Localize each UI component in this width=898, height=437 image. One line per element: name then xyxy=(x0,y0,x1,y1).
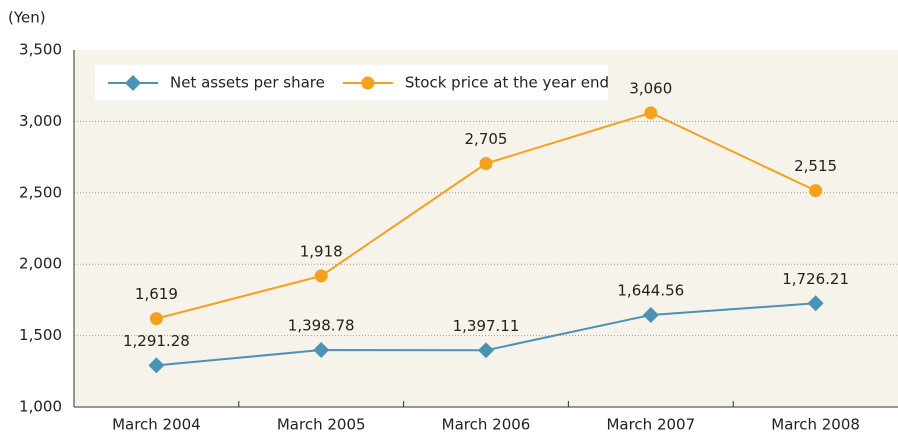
data-label: 3,060 xyxy=(629,79,672,97)
legend-marker xyxy=(361,76,375,90)
data-point xyxy=(644,106,658,120)
data-label: 1,291.28 xyxy=(123,332,190,350)
y-tick-label: 2,500 xyxy=(19,183,62,201)
x-tick-label: March 2008 xyxy=(771,416,860,434)
y-tick-label: 3,000 xyxy=(19,112,62,130)
y-tick-label: 1,500 xyxy=(19,326,62,344)
data-label: 1,398.78 xyxy=(288,317,355,335)
legend-marker xyxy=(125,75,141,91)
legend-label: Net assets per share xyxy=(170,74,325,92)
data-point xyxy=(809,184,823,198)
data-point xyxy=(642,306,659,323)
data-label: 1,644.56 xyxy=(617,281,684,299)
legend-label: Stock price at the year end xyxy=(405,74,609,92)
data-label: 1,726.21 xyxy=(782,270,849,288)
data-point xyxy=(478,342,494,359)
x-tick-label: March 2005 xyxy=(277,416,366,434)
y-axis-label: (Yen) xyxy=(8,9,46,27)
x-tick-label: March 2004 xyxy=(112,416,201,434)
data-point xyxy=(148,357,165,374)
data-point xyxy=(807,295,824,312)
data-label: 1,918 xyxy=(300,242,343,260)
data-label: 1,619 xyxy=(135,285,178,303)
y-tick-label: 1,000 xyxy=(19,398,62,416)
data-label: 2,515 xyxy=(794,157,837,175)
data-label: 2,705 xyxy=(465,130,508,148)
data-point xyxy=(479,157,493,171)
data-point xyxy=(149,312,163,326)
y-tick-label: 3,500 xyxy=(19,41,62,59)
data-point xyxy=(313,342,330,359)
x-tick-label: March 2007 xyxy=(606,416,695,434)
y-tick-label: 2,000 xyxy=(19,255,62,273)
data-label: 1,397.11 xyxy=(453,317,520,335)
x-tick-label: March 2006 xyxy=(442,416,531,434)
data-point xyxy=(314,269,328,283)
